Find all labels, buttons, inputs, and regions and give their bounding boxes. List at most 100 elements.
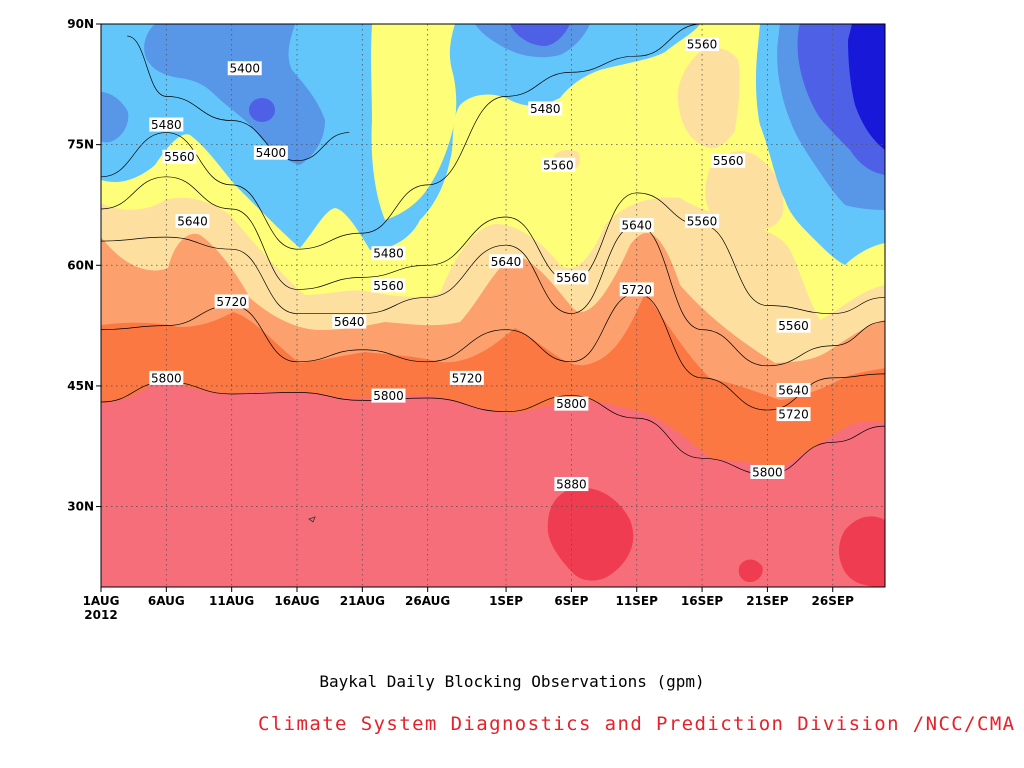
contour-label-text: 5640 — [621, 219, 652, 233]
yellow-restore-north — [371, 24, 457, 220]
contour-label-bg — [541, 157, 576, 172]
credit-line: Climate System Diagnostics and Predictio… — [258, 713, 1016, 735]
contour-label-text: 5640 — [177, 215, 208, 229]
x-tick-label: 21AUG — [340, 594, 385, 608]
band-5240-blob — [249, 98, 275, 122]
band-5320-west — [144, 24, 325, 165]
contour-label-bg — [214, 294, 249, 309]
contour-label-5400: 5400 — [253, 145, 288, 160]
contour-label-bg — [371, 278, 406, 293]
x-tick-label: 11SEP — [616, 594, 659, 608]
grid — [101, 24, 885, 587]
contour-label-5640: 5640 — [489, 254, 524, 269]
contour-label-5560: 5560 — [711, 153, 746, 168]
contour-label-text: 5640 — [334, 315, 365, 329]
contour-label-text: 5560 — [687, 215, 718, 229]
contour-label-text: 5880 — [556, 478, 587, 492]
contour-label-5560: 5560 — [371, 278, 406, 293]
y-tick-label: 30N — [67, 500, 94, 514]
contour-label-text: 5800 — [556, 397, 587, 411]
contour-label-text: 5560 — [687, 38, 718, 52]
contour-label-bg — [371, 246, 406, 261]
contour-label-text: 5560 — [713, 154, 744, 168]
contour-label-text: 5720 — [778, 408, 809, 422]
contour-label-text: 5560 — [373, 279, 404, 293]
contour-label-text: 5800 — [151, 371, 182, 385]
contour-label-5400: 5400 — [227, 61, 262, 76]
axis-ticks — [96, 23, 834, 592]
contour-label-5560: 5560 — [685, 37, 720, 52]
contour-label-bg — [489, 254, 524, 269]
contour-label-bg — [528, 101, 563, 116]
contour-label-5640: 5640 — [619, 218, 654, 233]
contour-label-bg — [685, 214, 720, 229]
x-tick-label: 1AUG — [83, 594, 120, 608]
contour-label-bg — [776, 318, 811, 333]
contour-line-5480 — [101, 24, 703, 250]
contour-label-text: 5640 — [778, 383, 809, 397]
y-tick-label: 90N — [67, 17, 94, 31]
contour-label-5480: 5480 — [149, 117, 184, 132]
contour-label-5720: 5720 — [776, 407, 811, 422]
contour-label-5800: 5800 — [554, 396, 589, 411]
contour-label-text: 5480 — [373, 247, 404, 261]
contour-label-bg — [554, 396, 589, 411]
contour-label-5560: 5560 — [685, 214, 720, 229]
contour-label-5560: 5560 — [162, 149, 197, 164]
contour-label-bg — [449, 370, 484, 385]
contour-label-bg — [253, 145, 288, 160]
contour-label-5720: 5720 — [619, 282, 654, 297]
contour-line-5560 — [101, 176, 885, 314]
contour-label-text: 5480 — [530, 102, 561, 116]
contour-label-bg — [711, 153, 746, 168]
contour-label-bg — [149, 370, 184, 385]
contour-label-5560: 5560 — [541, 157, 576, 172]
band-below-5240-east — [848, 24, 885, 150]
contour-label-5720: 5720 — [449, 370, 484, 385]
x-tick-label: 26SEP — [812, 594, 855, 608]
contour-label-bg — [554, 270, 589, 285]
x-tick-label: 11AUG — [209, 594, 254, 608]
band-5880-18sep — [738, 559, 763, 582]
chart-caption: Baykal Daily Blocking Observations (gpm) — [319, 672, 705, 691]
contour-label-bg — [776, 382, 811, 397]
contour-label-bg — [332, 314, 367, 329]
contour-label-5480: 5480 — [528, 101, 563, 116]
band-5400-north — [455, 24, 620, 101]
contour-label-5560: 5560 — [554, 270, 589, 285]
contour-line-5400 — [127, 35, 350, 162]
contour-label-text: 5800 — [373, 389, 404, 403]
band-5880-6sep — [547, 487, 634, 581]
y-tick-label: 75N — [67, 138, 94, 152]
contour-label-5800: 5800 — [371, 388, 406, 403]
contour-label-bg — [750, 464, 785, 479]
x-tick-label: 6SEP — [554, 594, 588, 608]
y-tick-label: 60N — [67, 258, 94, 272]
x-tick-label: 16AUG — [274, 594, 319, 608]
x-tick-label: 1SEP — [489, 594, 523, 608]
beige-island-north — [677, 48, 740, 149]
contour-label-5640: 5640 — [332, 314, 367, 329]
contour-label-text: 5720 — [216, 295, 247, 309]
plot-area — [101, 24, 885, 587]
contour-label-text: 5400 — [256, 146, 287, 160]
contour-label-bg — [227, 61, 262, 76]
contour-label-text: 5800 — [752, 465, 783, 479]
contour-label-5800: 5800 — [750, 464, 785, 479]
contour-label-5640: 5640 — [776, 382, 811, 397]
contour-label-5800: 5800 — [149, 370, 184, 385]
contour-label-bg — [685, 37, 720, 52]
contour-label-text: 5400 — [229, 62, 260, 76]
contour-label-text: 5560 — [556, 271, 587, 285]
band-5240-north — [510, 24, 570, 46]
contour-label-text: 5480 — [151, 118, 182, 132]
beige-island-east — [705, 151, 784, 231]
contour-label-bg — [175, 214, 210, 229]
contour-label-bg — [149, 117, 184, 132]
contour-label-bg — [162, 149, 197, 164]
contour-label-text: 5560 — [778, 319, 809, 333]
contour-label-5880: 5880 — [554, 477, 589, 492]
contour-label-bg — [776, 407, 811, 422]
